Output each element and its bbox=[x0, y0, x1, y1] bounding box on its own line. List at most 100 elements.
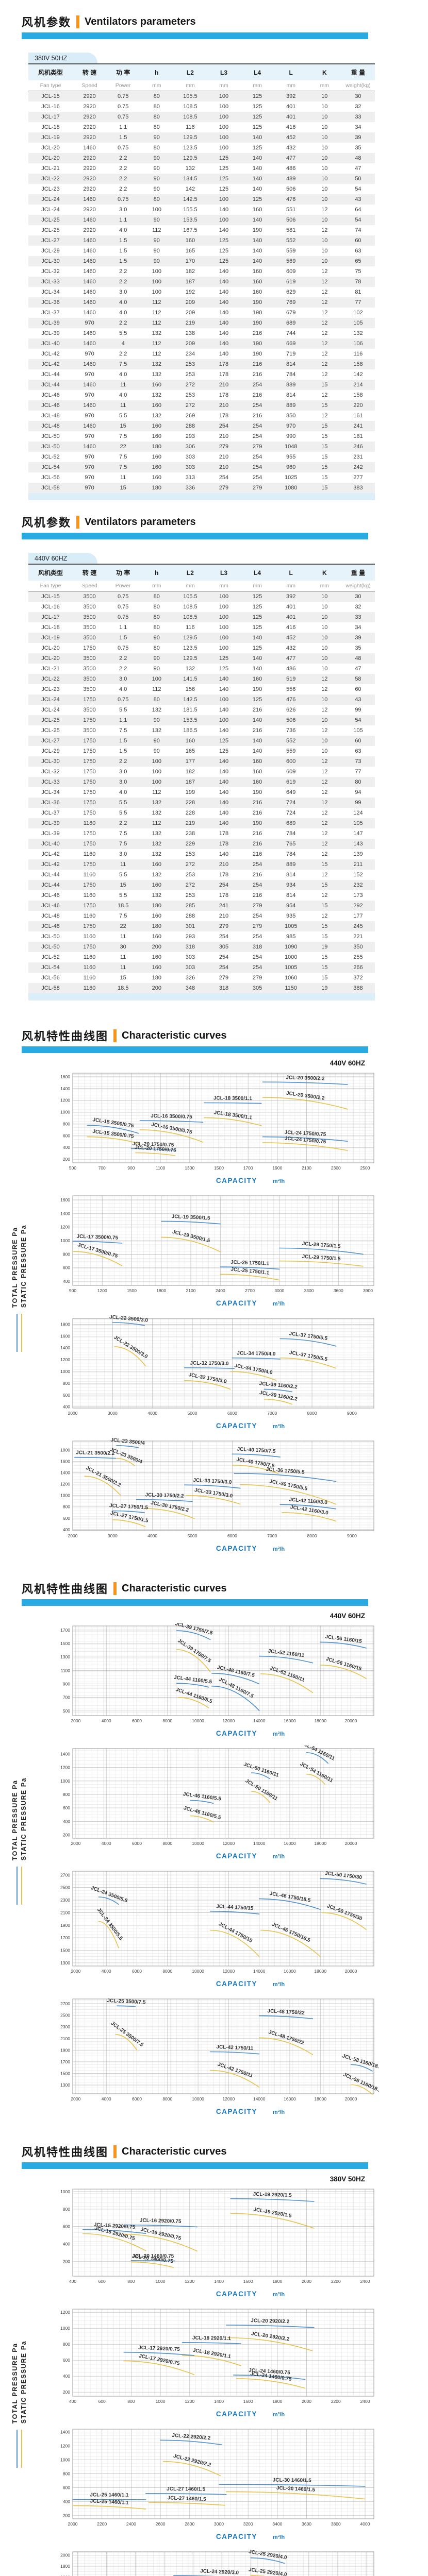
table-cell: JCL-56 bbox=[41, 474, 60, 481]
svg-text:600: 600 bbox=[63, 2224, 70, 2229]
table-cell: 73 bbox=[355, 758, 361, 765]
table-cell: 10 bbox=[321, 104, 328, 110]
table-cell: 132 bbox=[152, 841, 161, 847]
characteristic-curves-section-1: 风机特性曲线图 Characteristic curves 440V 60HZ … bbox=[0, 1027, 428, 1553]
curve-JCL-25-2920-4.0 bbox=[250, 2557, 285, 2564]
table-cell: JCL-24 bbox=[41, 196, 60, 202]
table-cell: 850 bbox=[286, 413, 296, 419]
curve-label: JCL-19 3500/1.5 bbox=[172, 1229, 211, 1244]
table-cell: JCL-20 bbox=[41, 645, 60, 651]
curve-JCL-20-1460-0.75 bbox=[130, 2261, 174, 2268]
svg-text:2000: 2000 bbox=[71, 1718, 80, 1723]
table-cell: 160 bbox=[185, 238, 195, 244]
table-row: JCL-32 1460 2.2 100 182 140 160 609 12 75 bbox=[28, 266, 375, 277]
table-cell: 140 bbox=[219, 800, 229, 806]
table-cell: 100 bbox=[219, 104, 229, 110]
table-cell: 476 bbox=[286, 697, 296, 703]
table-cell: 2.2 bbox=[119, 758, 127, 765]
table-cell: 970 bbox=[85, 454, 94, 460]
table-cell: 132 bbox=[152, 707, 161, 713]
table-cell: 254 bbox=[219, 474, 229, 481]
table-cell: 160 bbox=[252, 207, 262, 213]
table-cell: 4.0 bbox=[119, 392, 127, 398]
table-cell: 232 bbox=[353, 882, 363, 888]
table-cell: 477 bbox=[286, 655, 296, 662]
table-cell: 210 bbox=[219, 913, 229, 919]
table-cell: 1460 bbox=[83, 238, 96, 244]
table-cell: 254 bbox=[252, 882, 262, 888]
table-cell: 112 bbox=[152, 820, 161, 826]
curve-JCL-21-3500-2.2 bbox=[74, 1456, 117, 1459]
table-cell: JCL-16 bbox=[41, 104, 60, 110]
curve-label: JCL-25 1750/1.1 bbox=[231, 1260, 270, 1267]
table-cell: 161 bbox=[353, 413, 363, 419]
table-cell: 519 bbox=[286, 676, 296, 682]
table-row: JCL-29 1750 1.5 90 165 125 140 559 10 63 bbox=[28, 746, 375, 756]
table-cell: 452 bbox=[286, 635, 296, 641]
curve-label: JCL-27 1750/1.5 bbox=[109, 1503, 149, 1511]
table-cell: 12 bbox=[321, 279, 328, 285]
table-cell: 34 bbox=[355, 624, 361, 631]
table-cell: 724 bbox=[286, 810, 296, 816]
table-cell: 1460 bbox=[83, 444, 96, 450]
curve-JCL-24-3500-5.5 bbox=[98, 1896, 119, 1905]
table-cell: 140 bbox=[219, 341, 229, 347]
curve-JCL-44-1750-15 bbox=[210, 1910, 260, 1914]
pressure-axis-legend: TOTAL PRESSURE Pa STATIC PRESSURE Pa bbox=[11, 1225, 27, 1352]
table-cell: 132 bbox=[152, 330, 161, 336]
table-cell: 192 bbox=[185, 289, 195, 295]
table-cell: 432 bbox=[286, 645, 296, 651]
column-header: L bbox=[289, 69, 293, 76]
table-cell: 47 bbox=[355, 165, 361, 172]
table-cell: JCL-34 bbox=[41, 289, 60, 295]
table-cell: 253 bbox=[185, 872, 195, 878]
table-cell: 134.5 bbox=[183, 176, 197, 182]
table-cell: 123.5 bbox=[183, 645, 197, 651]
table-cell: 125 bbox=[252, 697, 262, 703]
curve-JCL-20-1750-0.75 bbox=[135, 1152, 176, 1156]
table-cell: 160 bbox=[252, 289, 262, 295]
svg-text:3600: 3600 bbox=[302, 2521, 311, 2527]
table-row: JCL-20 3500 2.2 90 129.5 125 140 477 10 48 bbox=[28, 653, 375, 664]
x-axis-title: CAPACITY m³/h bbox=[216, 1177, 285, 1184]
table-cell: 50 bbox=[355, 176, 361, 182]
table-cell: 129.5 bbox=[183, 155, 197, 161]
table-cell: 506 bbox=[286, 717, 296, 723]
svg-text:1400: 1400 bbox=[60, 1345, 70, 1350]
svg-text:1300: 1300 bbox=[185, 1165, 194, 1171]
svg-text:1000: 1000 bbox=[60, 1369, 70, 1374]
curve-JCL-29-1750-1.5 bbox=[279, 1260, 364, 1267]
curve-JCL-39-1160-2.2 bbox=[264, 1399, 293, 1405]
table-cell: 35 bbox=[355, 645, 361, 651]
table-cell: 679 bbox=[286, 310, 296, 316]
table-row: JCL-39 970 2.2 112 219 140 190 689 12 105 bbox=[28, 318, 375, 328]
svg-text:4000: 4000 bbox=[102, 1969, 111, 1974]
total-pressure-axis-label: TOTAL PRESSURE Pa bbox=[11, 2343, 19, 2424]
table-cell: 254 bbox=[219, 934, 229, 940]
table-cell: JCL-48 bbox=[41, 913, 60, 919]
table-cell: 160 bbox=[252, 779, 262, 785]
svg-text:1100: 1100 bbox=[156, 1165, 166, 1171]
curve-label: JCL-21 3500/2.2 bbox=[76, 1450, 115, 1456]
curve-label: JCL-17 3500/0.75 bbox=[76, 1234, 118, 1241]
table-cell: 238 bbox=[185, 330, 195, 336]
curve-label: JCL-24 3500/5.5 bbox=[96, 1907, 124, 1942]
table-cell: 970 bbox=[85, 351, 94, 357]
table-cell: 100 bbox=[152, 207, 161, 213]
column-header: K bbox=[322, 69, 327, 76]
title-accent-bar bbox=[113, 2145, 117, 2158]
table-cell: 160 bbox=[252, 268, 262, 275]
table-cell: 10 bbox=[321, 697, 328, 703]
table-row: JCL-27 1460 1.5 90 160 125 140 552 10 60 bbox=[28, 235, 375, 246]
svg-text:700: 700 bbox=[63, 1695, 70, 1700]
table-cell: 2.2 bbox=[119, 186, 127, 192]
table-cell: 90 bbox=[153, 717, 160, 723]
table-cell: 1005 bbox=[284, 964, 298, 971]
table-cell: 32 bbox=[355, 104, 361, 110]
svg-text:800: 800 bbox=[127, 2399, 135, 2404]
table-row: JCL-46 970 4.0 132 253 178 216 814 12 158 bbox=[28, 390, 375, 400]
svg-text:6000: 6000 bbox=[132, 1841, 142, 1846]
table-cell: JCL-25 bbox=[41, 217, 60, 223]
table-cell: 1160 bbox=[83, 934, 96, 940]
table-cell: JCL-18 bbox=[41, 624, 60, 631]
